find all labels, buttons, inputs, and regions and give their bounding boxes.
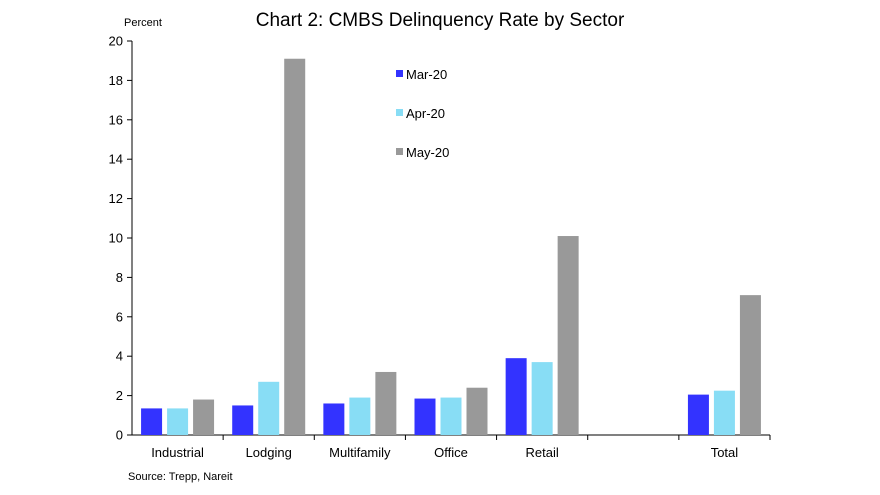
- legend: Mar-20 Apr-20 May-20: [396, 67, 449, 160]
- y-tick-label: 20: [109, 34, 123, 49]
- y-tick-label: 8: [116, 270, 123, 285]
- bar-office-may-20: [466, 387, 488, 435]
- bar-retail-may-20: [557, 236, 579, 435]
- legend-swatch: [396, 148, 403, 155]
- bar-multifamily-apr-20: [349, 397, 371, 435]
- legend-swatch: [396, 109, 403, 116]
- bar-industrial-mar-20: [141, 408, 163, 435]
- bar-office-apr-20: [440, 397, 462, 435]
- bar-total-may-20: [739, 295, 761, 435]
- x-tick-label: Multifamily: [329, 445, 391, 460]
- bar-retail-mar-20: [505, 358, 527, 435]
- bar-multifamily-may-20: [375, 371, 397, 435]
- x-tick-label: Lodging: [246, 445, 292, 460]
- y-tick-label: 14: [109, 152, 123, 167]
- x-tick-label: Retail: [526, 445, 559, 460]
- bar-industrial-may-20: [193, 399, 215, 435]
- bar-multifamily-mar-20: [323, 403, 345, 435]
- chart-title: Chart 2: CMBS Delinquency Rate by Sector: [256, 10, 625, 31]
- bar-industrial-apr-20: [167, 408, 189, 435]
- y-tick-label: 12: [109, 191, 123, 206]
- legend-label: Apr-20: [406, 106, 445, 121]
- plot-area: 0 2 4 6 8 10 12 14 16 18 20 Industrial Lodging Multif…: [109, 34, 771, 460]
- y-tick-label: 6: [116, 309, 123, 324]
- x-tick-label: Total: [711, 445, 739, 460]
- y-tick-label: 10: [109, 231, 123, 246]
- x-tick-label: Office: [434, 445, 468, 460]
- bar-total-apr-20: [713, 390, 735, 435]
- bar-office-mar-20: [414, 398, 436, 435]
- source-note: Source: Trepp, Nareit: [128, 471, 233, 483]
- y-tick-label: 4: [116, 349, 123, 364]
- bar-lodging-mar-20: [232, 405, 254, 435]
- legend-swatch: [396, 70, 403, 77]
- y-tick-label: 2: [116, 388, 123, 403]
- bar-retail-apr-20: [531, 362, 553, 435]
- legend-label: May-20: [406, 145, 449, 160]
- y-tick-label: 16: [109, 112, 123, 127]
- bar-total-mar-20: [687, 394, 709, 435]
- x-tick-label: Industrial: [151, 445, 204, 460]
- bar-lodging-may-20: [284, 58, 306, 435]
- y-tick-label: 18: [109, 73, 123, 88]
- y-tick-label: 0: [116, 428, 123, 443]
- y-axis-label: Percent: [124, 17, 162, 29]
- bar-lodging-apr-20: [258, 381, 280, 435]
- legend-label: Mar-20: [406, 67, 447, 82]
